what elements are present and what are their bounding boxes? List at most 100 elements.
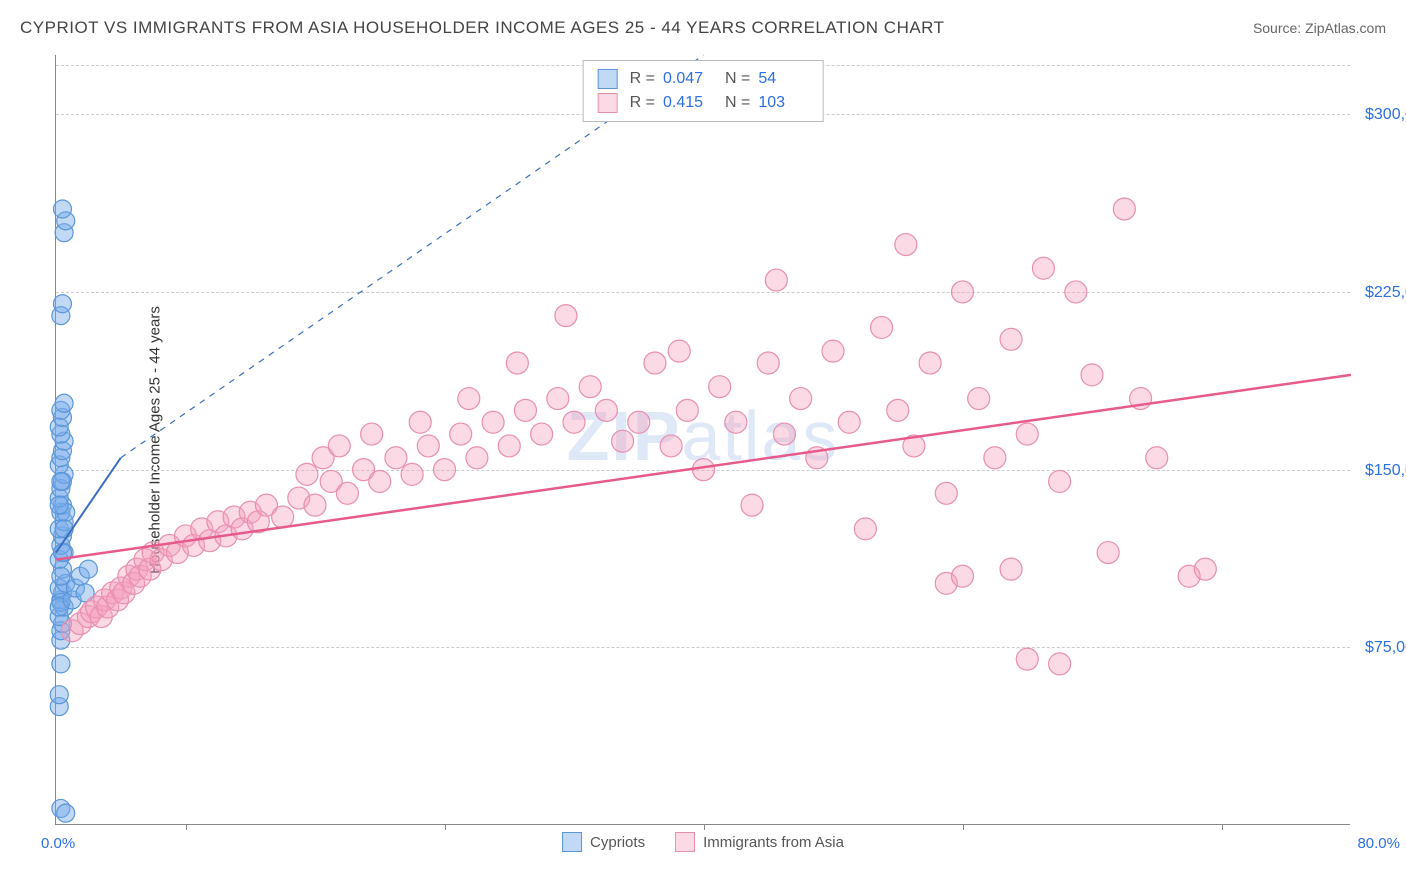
chart-title: CYPRIOT VS IMMIGRANTS FROM ASIA HOUSEHOL…: [20, 18, 945, 38]
scatter-point: [531, 423, 553, 445]
scatter-point: [1097, 542, 1119, 564]
series-legend: Cypriots Immigrants from Asia: [562, 832, 844, 852]
source-link[interactable]: ZipAtlas.com: [1305, 20, 1386, 36]
scatter-point: [1081, 364, 1103, 386]
scatter-point: [434, 459, 456, 481]
scatter-point: [1049, 653, 1071, 675]
source-attribution: Source: ZipAtlas.com: [1253, 20, 1386, 36]
scatter-point: [1194, 558, 1216, 580]
scatter-point: [1032, 257, 1054, 279]
scatter-point: [838, 411, 860, 433]
scatter-point: [660, 435, 682, 457]
x-tick: [704, 824, 705, 830]
scatter-point: [458, 388, 480, 410]
scatter-point: [79, 560, 97, 578]
scatter-point: [53, 200, 71, 218]
scatter-point: [506, 352, 528, 374]
scatter-point: [361, 423, 383, 445]
scatter-point: [1016, 648, 1038, 670]
scatter-point: [547, 388, 569, 410]
legend-swatch: [675, 832, 695, 852]
scatter-point: [741, 494, 763, 516]
x-max-label: 80.0%: [1357, 835, 1400, 852]
scatter-point: [757, 352, 779, 374]
scatter-point: [595, 399, 617, 421]
scatter-point: [450, 423, 472, 445]
stats-legend: R = 0.047 N = 54 R = 0.415 N = 103: [583, 60, 824, 122]
scatter-point: [555, 305, 577, 327]
scatter-point: [52, 472, 70, 490]
scatter-point: [55, 520, 73, 538]
stat-N-value: 54: [758, 67, 808, 91]
scatter-point: [52, 655, 70, 673]
scatter-point: [498, 435, 520, 457]
stat-R-label: R =: [630, 67, 655, 91]
legend-swatch: [598, 93, 618, 113]
scatter-point: [676, 399, 698, 421]
chart-header: CYPRIOT VS IMMIGRANTS FROM ASIA HOUSEHOL…: [20, 18, 1386, 38]
scatter-point: [385, 447, 407, 469]
scatter-point: [296, 463, 318, 485]
stat-N-label: N =: [725, 67, 750, 91]
scatter-point: [773, 423, 795, 445]
scatter-point: [765, 269, 787, 291]
scatter-point: [871, 316, 893, 338]
scatter-point: [55, 394, 73, 412]
stat-N-label: N =: [725, 91, 750, 115]
scatter-point: [50, 496, 68, 514]
scatter-point: [644, 352, 666, 374]
scatter-point: [935, 482, 957, 504]
stat-N-value: 103: [758, 91, 808, 115]
scatter-point: [628, 411, 650, 433]
scatter-point: [272, 506, 294, 528]
scatter-point: [612, 430, 634, 452]
source-prefix: Source:: [1253, 20, 1305, 36]
scatter-point: [1000, 328, 1022, 350]
scatter-point: [952, 565, 974, 587]
legend-swatch: [598, 69, 618, 89]
scatter-point: [1146, 447, 1168, 469]
scatter-point: [1113, 198, 1135, 220]
stats-legend-row: R = 0.415 N = 103: [598, 91, 809, 115]
scatter-point: [1000, 558, 1022, 580]
scatter-point: [466, 447, 488, 469]
scatter-point: [693, 459, 715, 481]
x-min-label: 0.0%: [41, 835, 75, 852]
y-tick-label: $225,000: [1355, 284, 1406, 302]
scatter-svg: [56, 55, 1350, 824]
stat-R-label: R =: [630, 91, 655, 115]
scatter-point: [482, 411, 504, 433]
legend-item: Cypriots: [562, 832, 645, 852]
stat-R-value: 0.047: [663, 67, 713, 91]
scatter-point: [1049, 470, 1071, 492]
scatter-point: [1065, 281, 1087, 303]
scatter-point: [563, 411, 585, 433]
x-tick: [963, 824, 964, 830]
x-tick: [445, 824, 446, 830]
scatter-point: [409, 411, 431, 433]
y-tick-label: $300,000: [1355, 106, 1406, 124]
scatter-point: [579, 376, 601, 398]
scatter-point: [57, 804, 75, 822]
scatter-point: [854, 518, 876, 540]
scatter-point: [369, 470, 391, 492]
scatter-point: [50, 686, 68, 704]
scatter-point: [336, 482, 358, 504]
legend-label: Cypriots: [590, 834, 645, 851]
legend-label: Immigrants from Asia: [703, 834, 844, 851]
x-tick: [186, 824, 187, 830]
scatter-point: [968, 388, 990, 410]
scatter-point: [895, 234, 917, 256]
stat-R-value: 0.415: [663, 91, 713, 115]
scatter-point: [304, 494, 326, 516]
y-tick-label: $150,000: [1355, 462, 1406, 480]
scatter-point: [401, 463, 423, 485]
legend-swatch: [562, 832, 582, 852]
scatter-point: [514, 399, 536, 421]
scatter-point: [53, 295, 71, 313]
x-tick: [1222, 824, 1223, 830]
scatter-point: [709, 376, 731, 398]
legend-item: Immigrants from Asia: [675, 832, 844, 852]
stats-legend-row: R = 0.047 N = 54: [598, 67, 809, 91]
scatter-point: [790, 388, 812, 410]
